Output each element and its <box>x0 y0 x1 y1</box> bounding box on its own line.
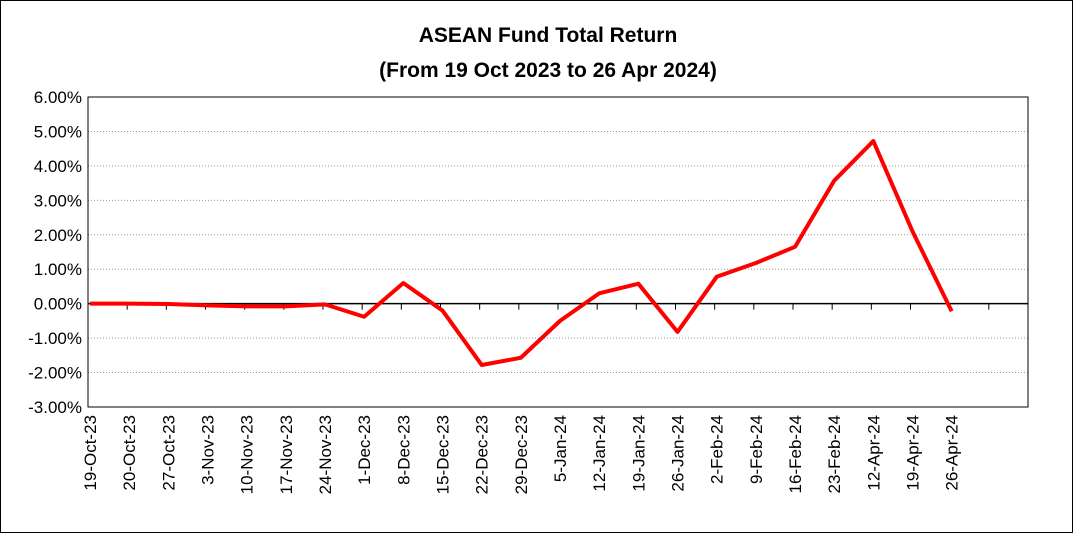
data-line <box>90 139 954 367</box>
x-tick-label: 20-Oct-23 <box>120 415 139 491</box>
y-tick-label: 5.00% <box>34 122 82 141</box>
plot-area <box>87 96 1029 408</box>
x-tick-label: 12-Jan-24 <box>590 415 609 492</box>
x-tick-label: 9-Feb-24 <box>747 415 766 484</box>
x-tick-label: 12-Apr-24 <box>864 415 883 491</box>
y-tick-label: 4.00% <box>34 157 82 176</box>
x-tick-label: 15-Dec-23 <box>434 415 453 494</box>
y-tick-label: 1.00% <box>34 260 82 279</box>
x-tick-label: 26-Apr-24 <box>943 415 962 491</box>
y-tick-label: 0.00% <box>34 295 82 314</box>
y-tick-label: -2.00% <box>28 364 82 383</box>
y-tick-label: -3.00% <box>28 398 82 417</box>
y-tick-label: 2.00% <box>34 226 82 245</box>
x-tick-label: 29-Dec-23 <box>512 415 531 494</box>
x-tick-label: 17-Nov-23 <box>277 415 296 494</box>
x-tick-label: 3-Nov-23 <box>199 415 218 485</box>
x-tick-label: 2-Feb-24 <box>708 415 727 484</box>
x-tick-label: 19-Oct-23 <box>81 415 100 491</box>
x-tick-label: 19-Apr-24 <box>904 415 923 491</box>
chart-title: ASEAN Fund Total Return <box>419 24 678 47</box>
chart-subtitle: (From 19 Oct 2023 to 26 Apr 2024) <box>379 59 717 82</box>
x-tick-label: 23-Feb-24 <box>825 415 844 493</box>
y-tick-label: 6.00% <box>34 88 82 107</box>
x-tick-label: 16-Feb-24 <box>786 415 805 493</box>
y-tick-label: 3.00% <box>34 191 82 210</box>
x-tick-label: 1-Dec-23 <box>355 415 374 485</box>
y-tick-label: -1.00% <box>28 329 82 348</box>
x-tick-label: 22-Dec-23 <box>473 415 492 494</box>
x-tick-label: 5-Jan-24 <box>551 415 570 482</box>
x-tick-label: 24-Nov-23 <box>316 415 335 494</box>
x-tick-label: 27-Oct-23 <box>159 415 178 491</box>
x-tick-label: 8-Dec-23 <box>394 415 413 485</box>
x-tick-label: 19-Jan-24 <box>629 415 648 492</box>
x-tick-label: 10-Nov-23 <box>238 415 257 494</box>
x-tick-label: 26-Jan-24 <box>669 415 688 492</box>
